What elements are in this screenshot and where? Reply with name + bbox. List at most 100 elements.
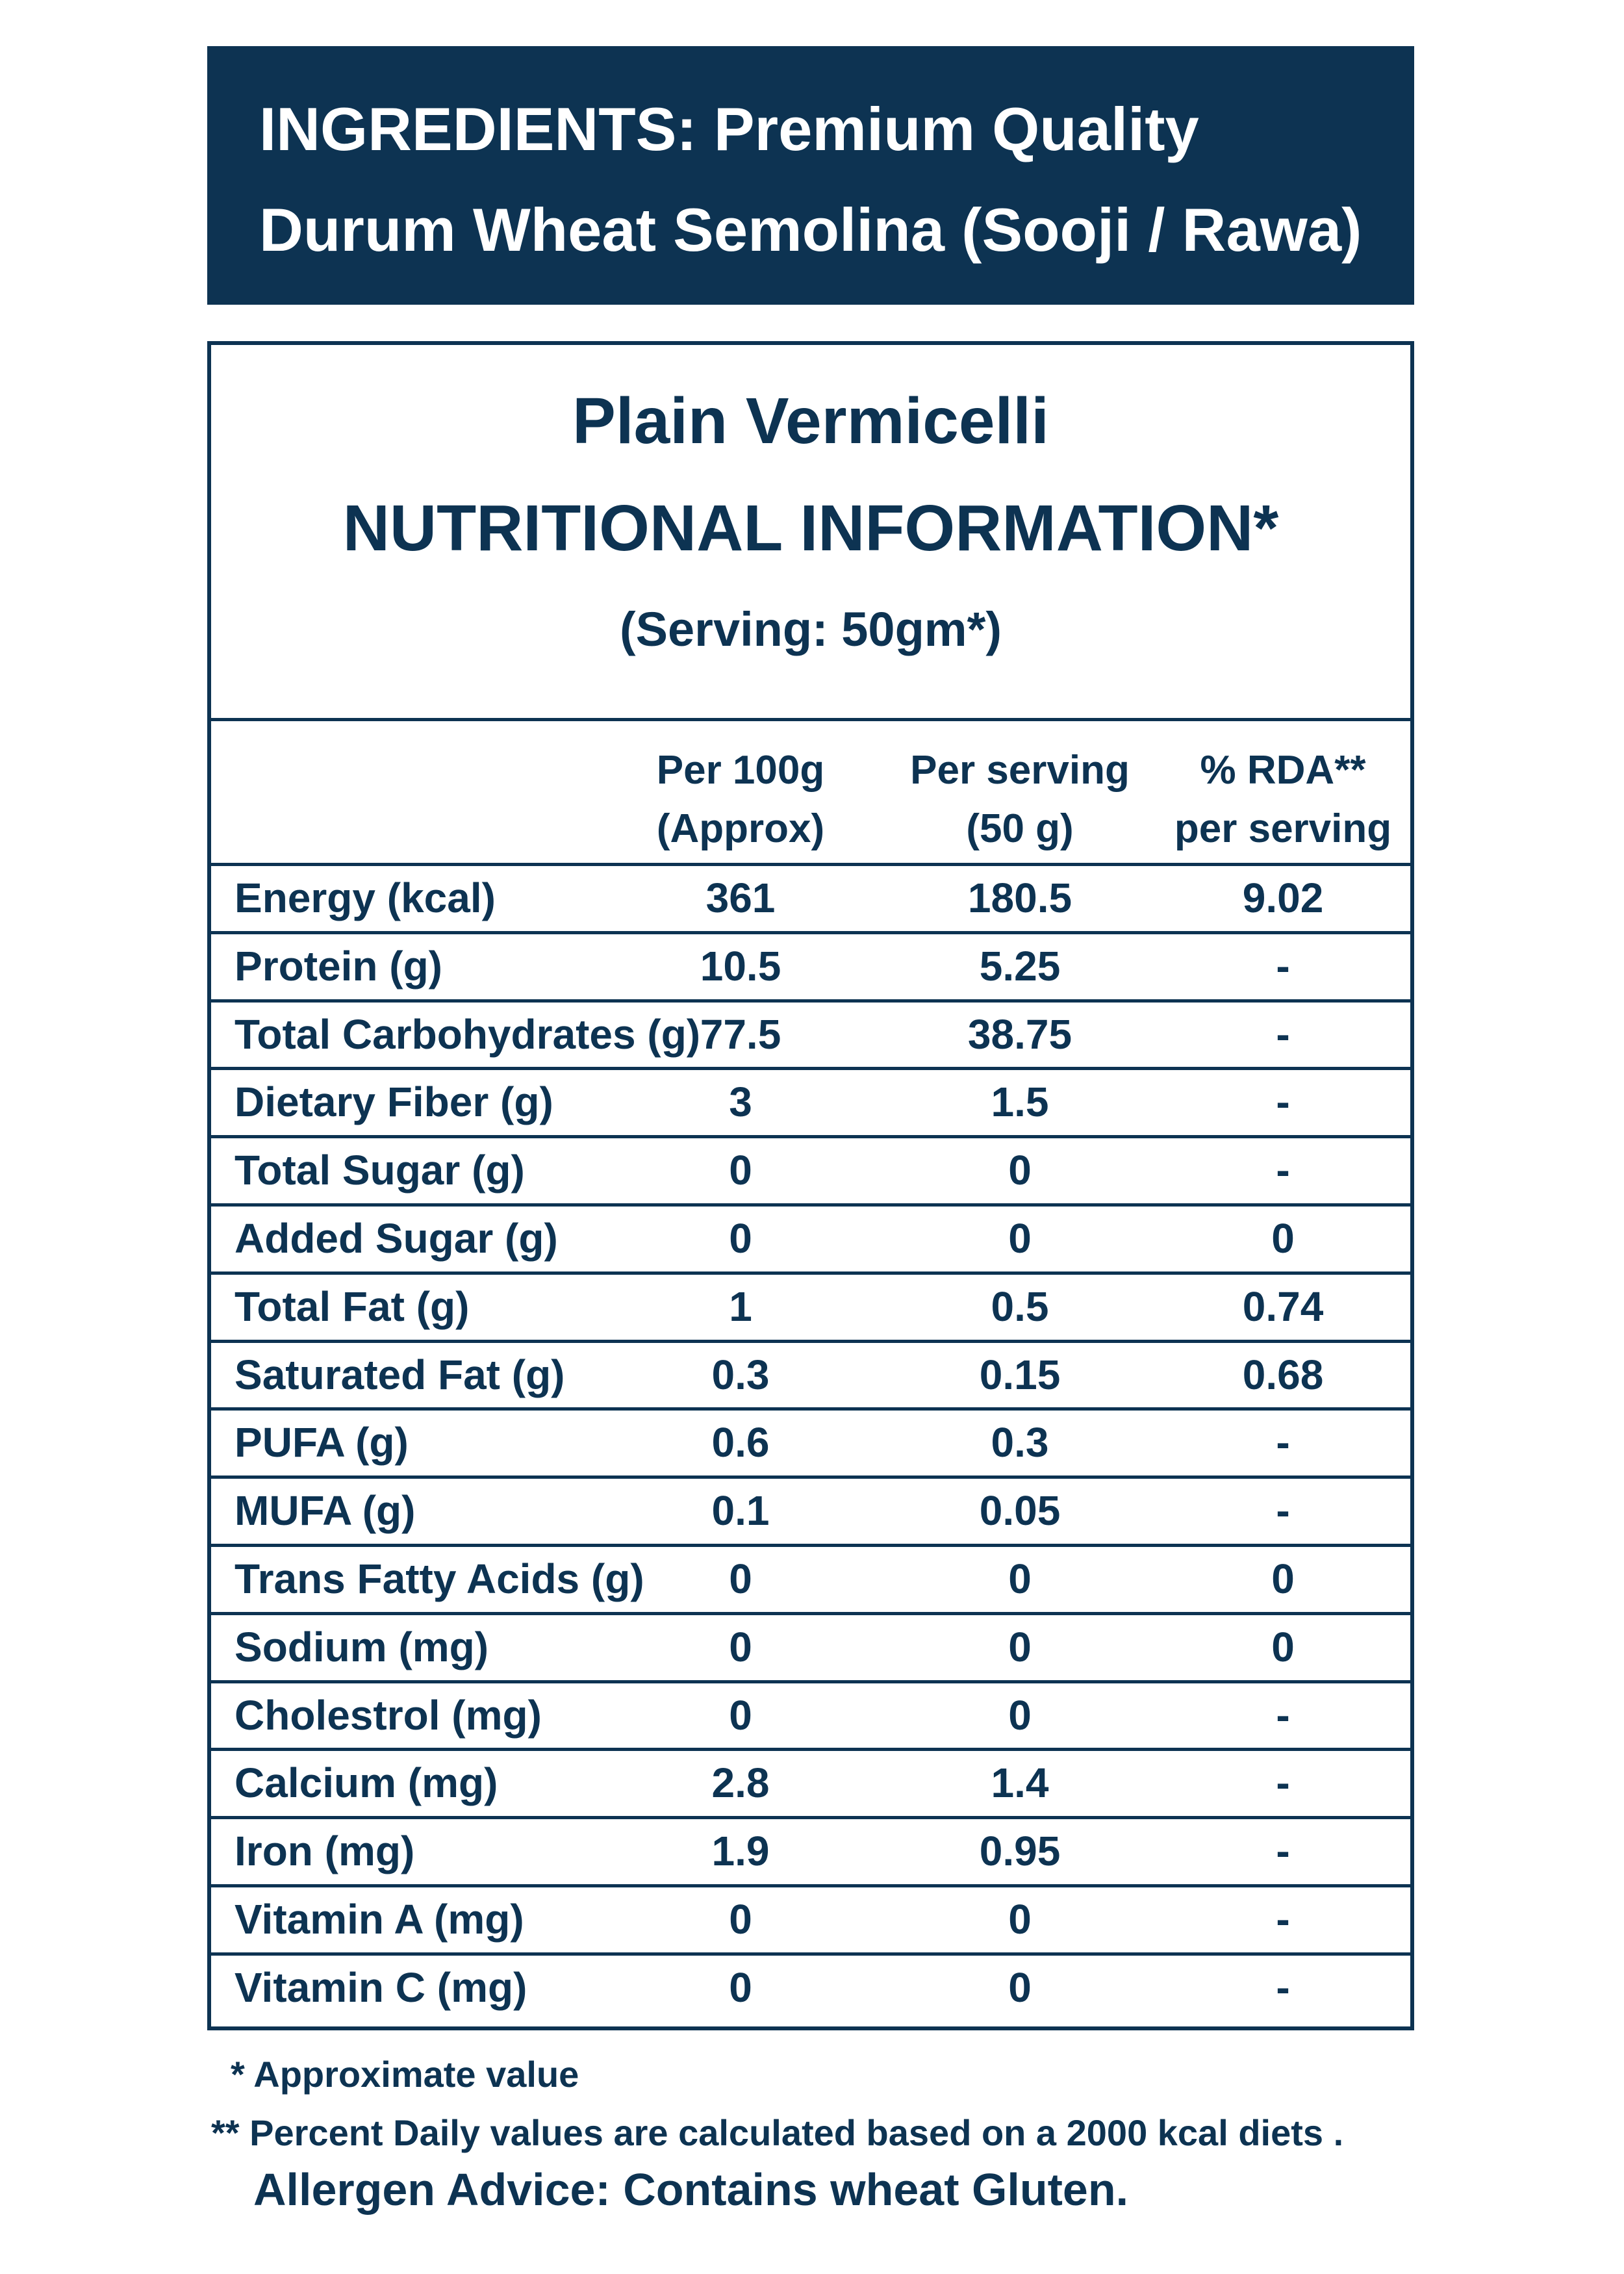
nutrient-label: Protein (g) (235, 942, 442, 990)
value-rda: - (1276, 1963, 1290, 2011)
column-header-line: (Approx) (656, 806, 825, 851)
row-divider (211, 1544, 1410, 1547)
value-per-100g: 1.9 (711, 1828, 770, 1875)
value-rda: 0 (1271, 1215, 1295, 1262)
row-divider (211, 1067, 1410, 1071)
row-divider (211, 1611, 1410, 1615)
column-header-per-serving: Per serving (50 g) (883, 741, 1156, 858)
row-divider (211, 1884, 1410, 1887)
value-per-100g: 0.1 (711, 1487, 770, 1535)
nutrient-label: Total Sugar (g) (235, 1147, 525, 1194)
value-per-100g: 0.6 (711, 1419, 770, 1466)
row-divider (211, 1407, 1410, 1411)
nutrient-label: Vitamin A (mg) (235, 1896, 524, 1943)
value-per-serving: 0 (1008, 1555, 1032, 1602)
nutrient-label: Trans Fatty Acids (g) (235, 1555, 644, 1602)
nutrient-label: Calcium (mg) (235, 1759, 498, 1807)
footnote-approximate: * Approximate value (231, 2054, 579, 2095)
row-divider (211, 1271, 1410, 1275)
column-header-line: Per 100g (656, 748, 825, 793)
value-per-100g: 3 (729, 1079, 752, 1126)
value-per-serving: 1.4 (991, 1759, 1049, 1807)
nutrient-label: MUFA (g) (235, 1487, 416, 1535)
value-per-serving: 180.5 (967, 875, 1072, 921)
value-per-serving: 0.15 (979, 1351, 1061, 1398)
serving-size: (Serving: 50gm*) (619, 602, 1002, 656)
nutrient-label: Iron (mg) (235, 1828, 415, 1875)
row-divider (211, 1339, 1410, 1343)
column-header-rda: % RDA** per serving (1147, 741, 1419, 858)
nutrient-label: Total Carbohydrates (g) (235, 1010, 701, 1058)
nutrient-label: Energy (kcal) (235, 875, 496, 921)
value-rda: 9.02 (1242, 875, 1324, 921)
nutrient-label: PUFA (g) (235, 1419, 409, 1466)
value-per-serving: 0 (1008, 1215, 1032, 1262)
footnote-daily-values: ** Percent Daily values are calculated b… (211, 2112, 1344, 2153)
nutrient-label: Added Sugar (g) (235, 1215, 558, 1262)
column-header-line: (50 g) (966, 806, 1074, 851)
value-rda: - (1276, 1896, 1290, 1943)
value-per-100g: 1 (729, 1283, 752, 1330)
column-header-line: Per serving (910, 748, 1130, 793)
value-rda: - (1276, 1828, 1290, 1875)
row-divider (211, 1816, 1410, 1820)
value-rda: - (1276, 1147, 1290, 1194)
value-rda: - (1276, 1079, 1290, 1126)
row-divider (211, 1680, 1410, 1683)
value-rda: - (1276, 1759, 1290, 1807)
value-rda: - (1276, 1691, 1290, 1739)
value-per-serving: 0 (1008, 1147, 1032, 1194)
nutrient-label: Cholestrol (mg) (235, 1691, 542, 1739)
row-divider (211, 930, 1410, 934)
value-rda: - (1276, 1010, 1290, 1058)
value-rda: - (1276, 1487, 1290, 1535)
row-divider (211, 1748, 1410, 1752)
value-per-100g: 0 (729, 1896, 752, 1943)
value-rda: 0 (1271, 1623, 1295, 1670)
nutrient-label: Dietary Fiber (g) (235, 1079, 553, 1126)
product-name: Plain Vermicelli (572, 385, 1049, 457)
value-per-100g: 361 (705, 875, 776, 921)
row-divider (211, 863, 1410, 866)
row-divider (211, 1476, 1410, 1479)
column-header-line: per serving (1174, 806, 1392, 851)
value-rda: 0.74 (1242, 1283, 1324, 1330)
value-rda: - (1276, 1419, 1290, 1466)
nutrition-table: Plain Vermicelli NUTRITIONAL INFORMATION… (207, 341, 1414, 2030)
value-rda: 0.68 (1242, 1351, 1324, 1398)
value-rda: 0 (1271, 1555, 1295, 1602)
value-per-100g: 77.5 (700, 1010, 781, 1058)
value-per-100g: 0 (729, 1623, 752, 1670)
row-divider (211, 1952, 1410, 1956)
value-per-serving: 0 (1008, 1691, 1032, 1739)
value-per-100g: 0 (729, 1215, 752, 1262)
value-per-serving: 1.5 (991, 1079, 1049, 1126)
value-per-serving: 38.75 (967, 1010, 1072, 1058)
ingredients-line-1: INGREDIENTS: Premium Quality (259, 95, 1199, 163)
nutrient-label: Total Fat (g) (235, 1283, 470, 1330)
row-divider (211, 1203, 1410, 1207)
value-per-serving: 0 (1008, 1963, 1032, 2011)
nutrient-label: Sodium (mg) (235, 1623, 489, 1670)
nutrient-label: Vitamin C (mg) (235, 1963, 527, 2011)
value-per-serving: 0 (1008, 1623, 1032, 1670)
value-per-100g: 0 (729, 1555, 752, 1602)
ingredients-banner: INGREDIENTS: Premium Quality Durum Wheat… (207, 46, 1414, 305)
allergen-advice: Allergen Advice: Contains wheat Gluten. (253, 2164, 1129, 2215)
value-per-serving: 5.25 (979, 942, 1061, 990)
value-per-100g: 0 (729, 1147, 752, 1194)
value-per-serving: 0 (1008, 1896, 1032, 1943)
value-per-100g: 0 (729, 1691, 752, 1739)
value-per-serving: 0.95 (979, 1828, 1061, 1875)
value-per-100g: 0 (729, 1963, 752, 2011)
value-rda: - (1276, 942, 1290, 990)
value-per-serving: 0.5 (991, 1283, 1049, 1330)
value-per-100g: 10.5 (700, 942, 781, 990)
nutrition-title: NUTRITIONAL INFORMATION* (342, 492, 1279, 565)
ingredients-line-2: Durum Wheat Semolina (Sooji / Rawa) (259, 196, 1362, 264)
divider (211, 718, 1410, 721)
value-per-serving: 0.3 (991, 1419, 1049, 1466)
value-per-100g: 2.8 (711, 1759, 770, 1807)
value-per-serving: 0.05 (979, 1487, 1061, 1535)
row-divider (211, 1135, 1410, 1139)
